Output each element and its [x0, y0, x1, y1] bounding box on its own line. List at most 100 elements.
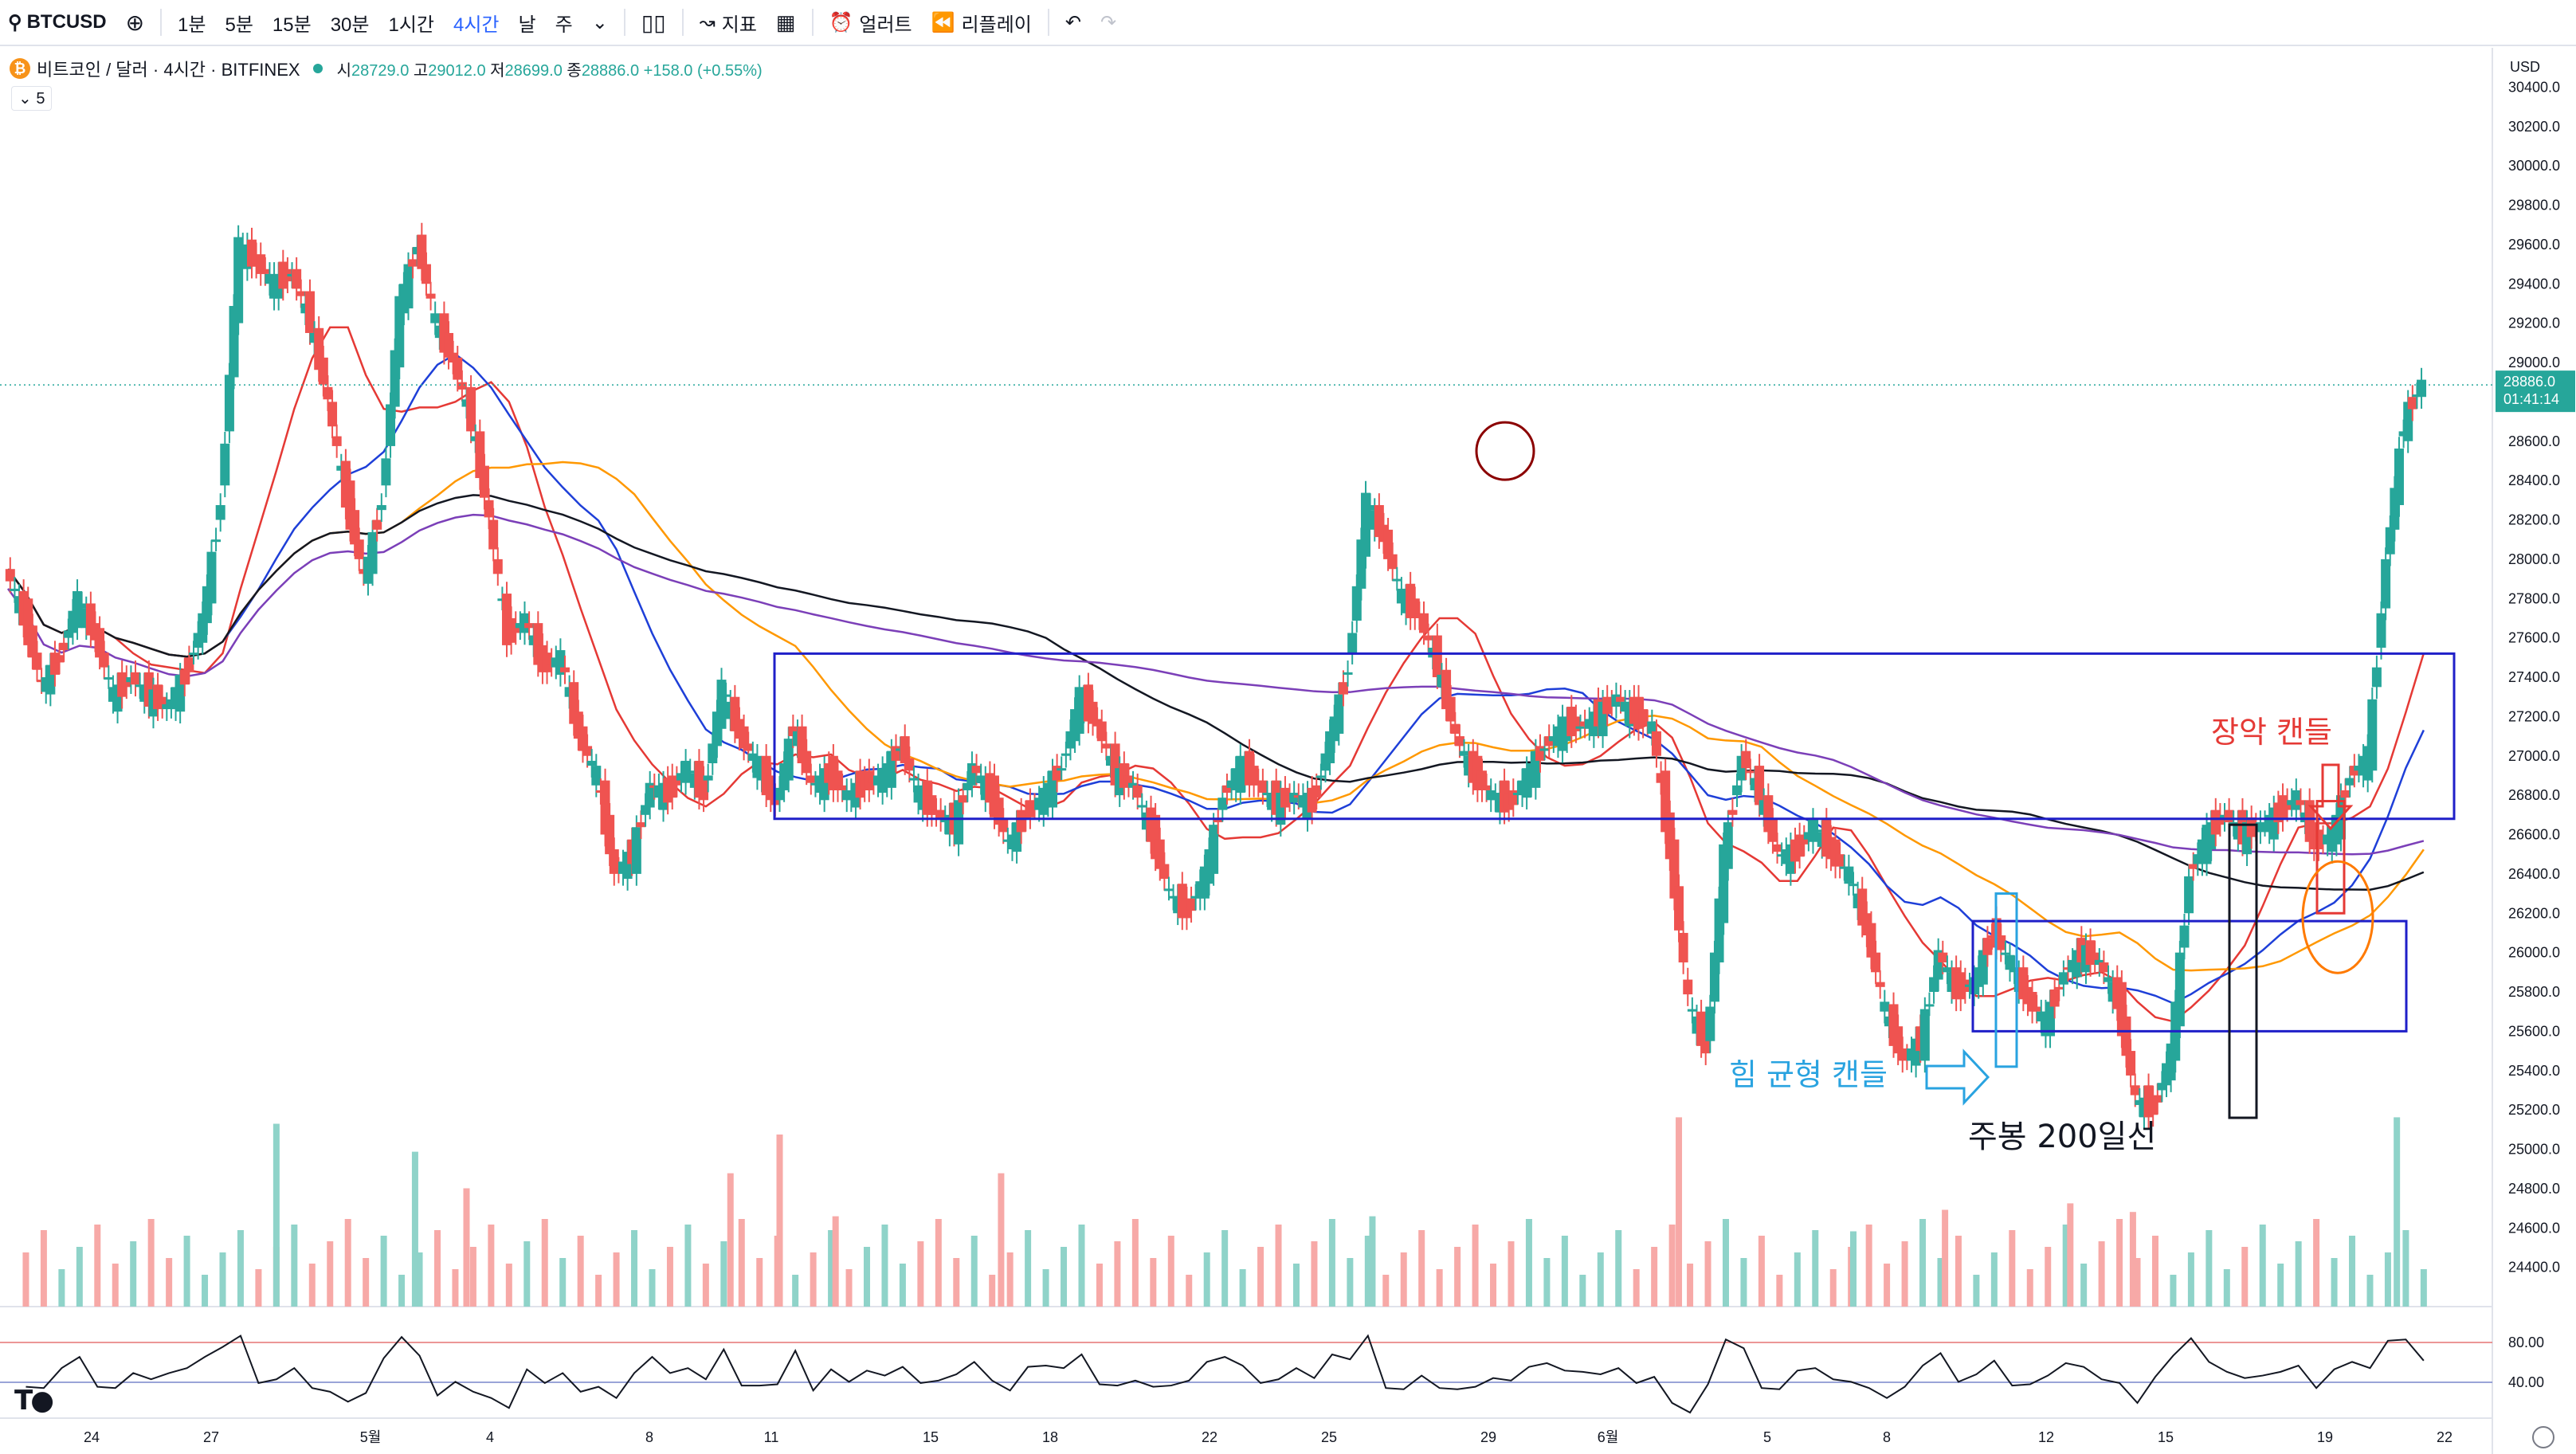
- candle-body: [1432, 635, 1442, 677]
- candle-body: [645, 782, 655, 808]
- engulfing-label: 장악 캔들: [2211, 715, 2332, 750]
- gear-icon[interactable]: [2532, 1426, 2554, 1448]
- volume-bar: [684, 1225, 692, 1307]
- interval-week[interactable]: 주: [555, 14, 573, 36]
- interval-1h[interactable]: 1시간: [388, 14, 434, 36]
- interval-30m[interactable]: 30분: [330, 14, 370, 36]
- interval-5m[interactable]: 5분: [225, 14, 253, 36]
- add-symbol-button[interactable]: ⊕: [116, 0, 154, 45]
- candle-body: [1096, 721, 1107, 742]
- interval-day[interactable]: 날: [518, 14, 536, 36]
- volume-bar: [291, 1225, 298, 1307]
- candle-body: [211, 539, 222, 543]
- candle-body: [1392, 578, 1402, 582]
- engulfing-box: [2315, 800, 2346, 915]
- candle-body: [783, 739, 794, 781]
- candle-body: [837, 785, 848, 790]
- market-open-dot: [312, 64, 323, 73]
- candle-body: [1209, 825, 1219, 874]
- volume-bar: [998, 1173, 1005, 1307]
- candle-body: [2184, 876, 2194, 914]
- volume-bar: [40, 1230, 47, 1307]
- chart-type-button[interactable]: ▯▯: [632, 0, 676, 45]
- volume-bar: [2151, 1236, 2158, 1307]
- volume-bar: [1490, 1264, 1497, 1307]
- candle-body: [5, 569, 15, 582]
- candle-body: [2371, 667, 2382, 688]
- candle-body: [73, 590, 83, 629]
- volume-bar: [1668, 1225, 1676, 1307]
- indicators-toggle[interactable]: ⌄ 5: [11, 86, 53, 111]
- volume-bar: [1292, 1264, 1300, 1307]
- candle-body: [1351, 586, 1362, 621]
- volume-bar: [776, 1135, 783, 1307]
- candle-body: [27, 625, 37, 658]
- x-tick-label: 4: [486, 1429, 494, 1445]
- volume-bar: [917, 1241, 924, 1307]
- interval-dropdown[interactable]: ⌄: [582, 0, 618, 45]
- volume-bar: [1955, 1236, 1962, 1307]
- candle-body: [2032, 1006, 2042, 1012]
- candle-body: [327, 402, 338, 427]
- redo-button[interactable]: ↷: [1091, 0, 1126, 45]
- interval-15m[interactable]: 15분: [272, 14, 312, 36]
- volume-bar: [1369, 1216, 1376, 1307]
- legend-title[interactable]: 비트코인 / 달러 · 4시간 · BITFINEX: [37, 60, 300, 80]
- volume-bar: [1651, 1247, 1658, 1307]
- candle-body: [2188, 864, 2198, 869]
- candle-body: [524, 623, 535, 629]
- candle-body: [1669, 839, 1680, 899]
- volume-bar: [2277, 1264, 2284, 1307]
- layouts-button[interactable]: ▦: [767, 0, 806, 45]
- candle-body: [1539, 748, 1550, 751]
- candle-body: [2179, 925, 2190, 948]
- candle-body: [408, 259, 418, 267]
- y-tick-label: 28400.0: [2508, 472, 2560, 488]
- candle-body: [179, 669, 190, 685]
- replay-button[interactable]: ⏪ 리플레이: [931, 11, 1032, 36]
- y-tick-label: 25600.0: [2508, 1023, 2560, 1039]
- symbol-search[interactable]: ⚲ BTCUSD: [0, 0, 116, 45]
- interval-1m[interactable]: 1분: [178, 14, 206, 36]
- candle-body: [631, 827, 641, 874]
- candle-body: [2152, 1095, 2162, 1103]
- volume-bar: [631, 1230, 638, 1307]
- high-circle: [1475, 421, 1535, 481]
- interval-4h[interactable]: 4시간: [453, 14, 500, 36]
- candle-body: [1025, 800, 1035, 817]
- volume-bar: [756, 1258, 763, 1307]
- symbol-label: BTCUSD: [26, 11, 107, 33]
- volume-bar: [1042, 1269, 1049, 1307]
- candle-body: [323, 386, 333, 400]
- volume-bar: [58, 1269, 65, 1307]
- candle-body: [453, 357, 463, 380]
- candle-body: [1347, 633, 1358, 653]
- alerts-button[interactable]: ⏰ 얼러트: [829, 11, 912, 36]
- volume-bar: [2009, 1230, 2016, 1307]
- volume-bar: [595, 1275, 602, 1307]
- candle-body: [1924, 1004, 1935, 1007]
- volume-bar: [1436, 1269, 1443, 1307]
- undo-button[interactable]: ↶: [1056, 0, 1091, 45]
- candle-body: [1061, 753, 1071, 756]
- candle-body: [376, 504, 386, 511]
- volume-bar: [863, 1247, 870, 1307]
- indicators-button[interactable]: ↝ 지표: [699, 11, 757, 36]
- volume-bar: [2134, 1258, 2141, 1307]
- y-tick-label: 28000.0: [2508, 551, 2560, 567]
- candle-body: [582, 746, 593, 756]
- candle-body: [2224, 809, 2234, 823]
- candle-body: [1678, 932, 1688, 962]
- y-tick-label: 26400.0: [2508, 866, 2560, 882]
- volume-bar: [2259, 1225, 2266, 1307]
- y-tick-label: 28600.0: [2508, 433, 2560, 449]
- rsi-line: [25, 1334, 2425, 1414]
- volume-bar: [1454, 1247, 1461, 1307]
- volume-bar: [1794, 1252, 1801, 1307]
- candle-body: [10, 588, 20, 591]
- volume-bar: [488, 1225, 495, 1307]
- undo-icon: ↶: [1065, 11, 1081, 33]
- candle-body: [1705, 1006, 1715, 1041]
- candle-body: [708, 743, 718, 764]
